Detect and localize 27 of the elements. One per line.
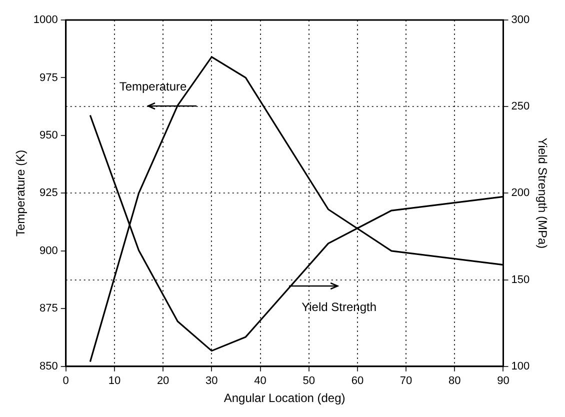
x-tick-label: 40	[254, 375, 266, 388]
y-tick-label: 875	[40, 302, 58, 315]
x-tick-label: 20	[156, 375, 170, 388]
x-tick-label: 60	[351, 375, 364, 388]
y-tick-label: 950	[40, 130, 58, 142]
y2-axis-title: Yield Strength (MPa)	[535, 138, 550, 249]
y2-tick-label: 200	[511, 187, 530, 200]
x-tick-label: 30	[206, 375, 218, 388]
y2-tick-label: 100	[511, 360, 530, 372]
x-tick-label: 80	[448, 375, 461, 388]
x-tick-label: 70	[400, 375, 412, 388]
legend-label: Yield Strength	[302, 300, 377, 314]
y-tick-label: 925	[40, 187, 58, 200]
y-tick-label: 850	[40, 360, 58, 372]
y2-tick-label: 300	[511, 14, 530, 26]
series-label: Temperature	[119, 79, 188, 94]
y-tick-label: 900	[40, 244, 58, 257]
y-tick-label: 1000	[33, 14, 58, 26]
x-tick-label: 50	[302, 375, 315, 388]
y2-tick-label: 150	[511, 274, 530, 286]
x-axis-title: Angular Location (deg)	[224, 391, 346, 406]
y-tick-label: 975	[40, 72, 58, 84]
y2-tick-label: 250	[511, 100, 530, 113]
y-axis-title: Temperature (K)	[14, 150, 28, 237]
x-tick-label: 0	[62, 375, 69, 388]
x-tick-label: 90	[497, 375, 510, 388]
x-tick-label: 10	[108, 375, 121, 388]
